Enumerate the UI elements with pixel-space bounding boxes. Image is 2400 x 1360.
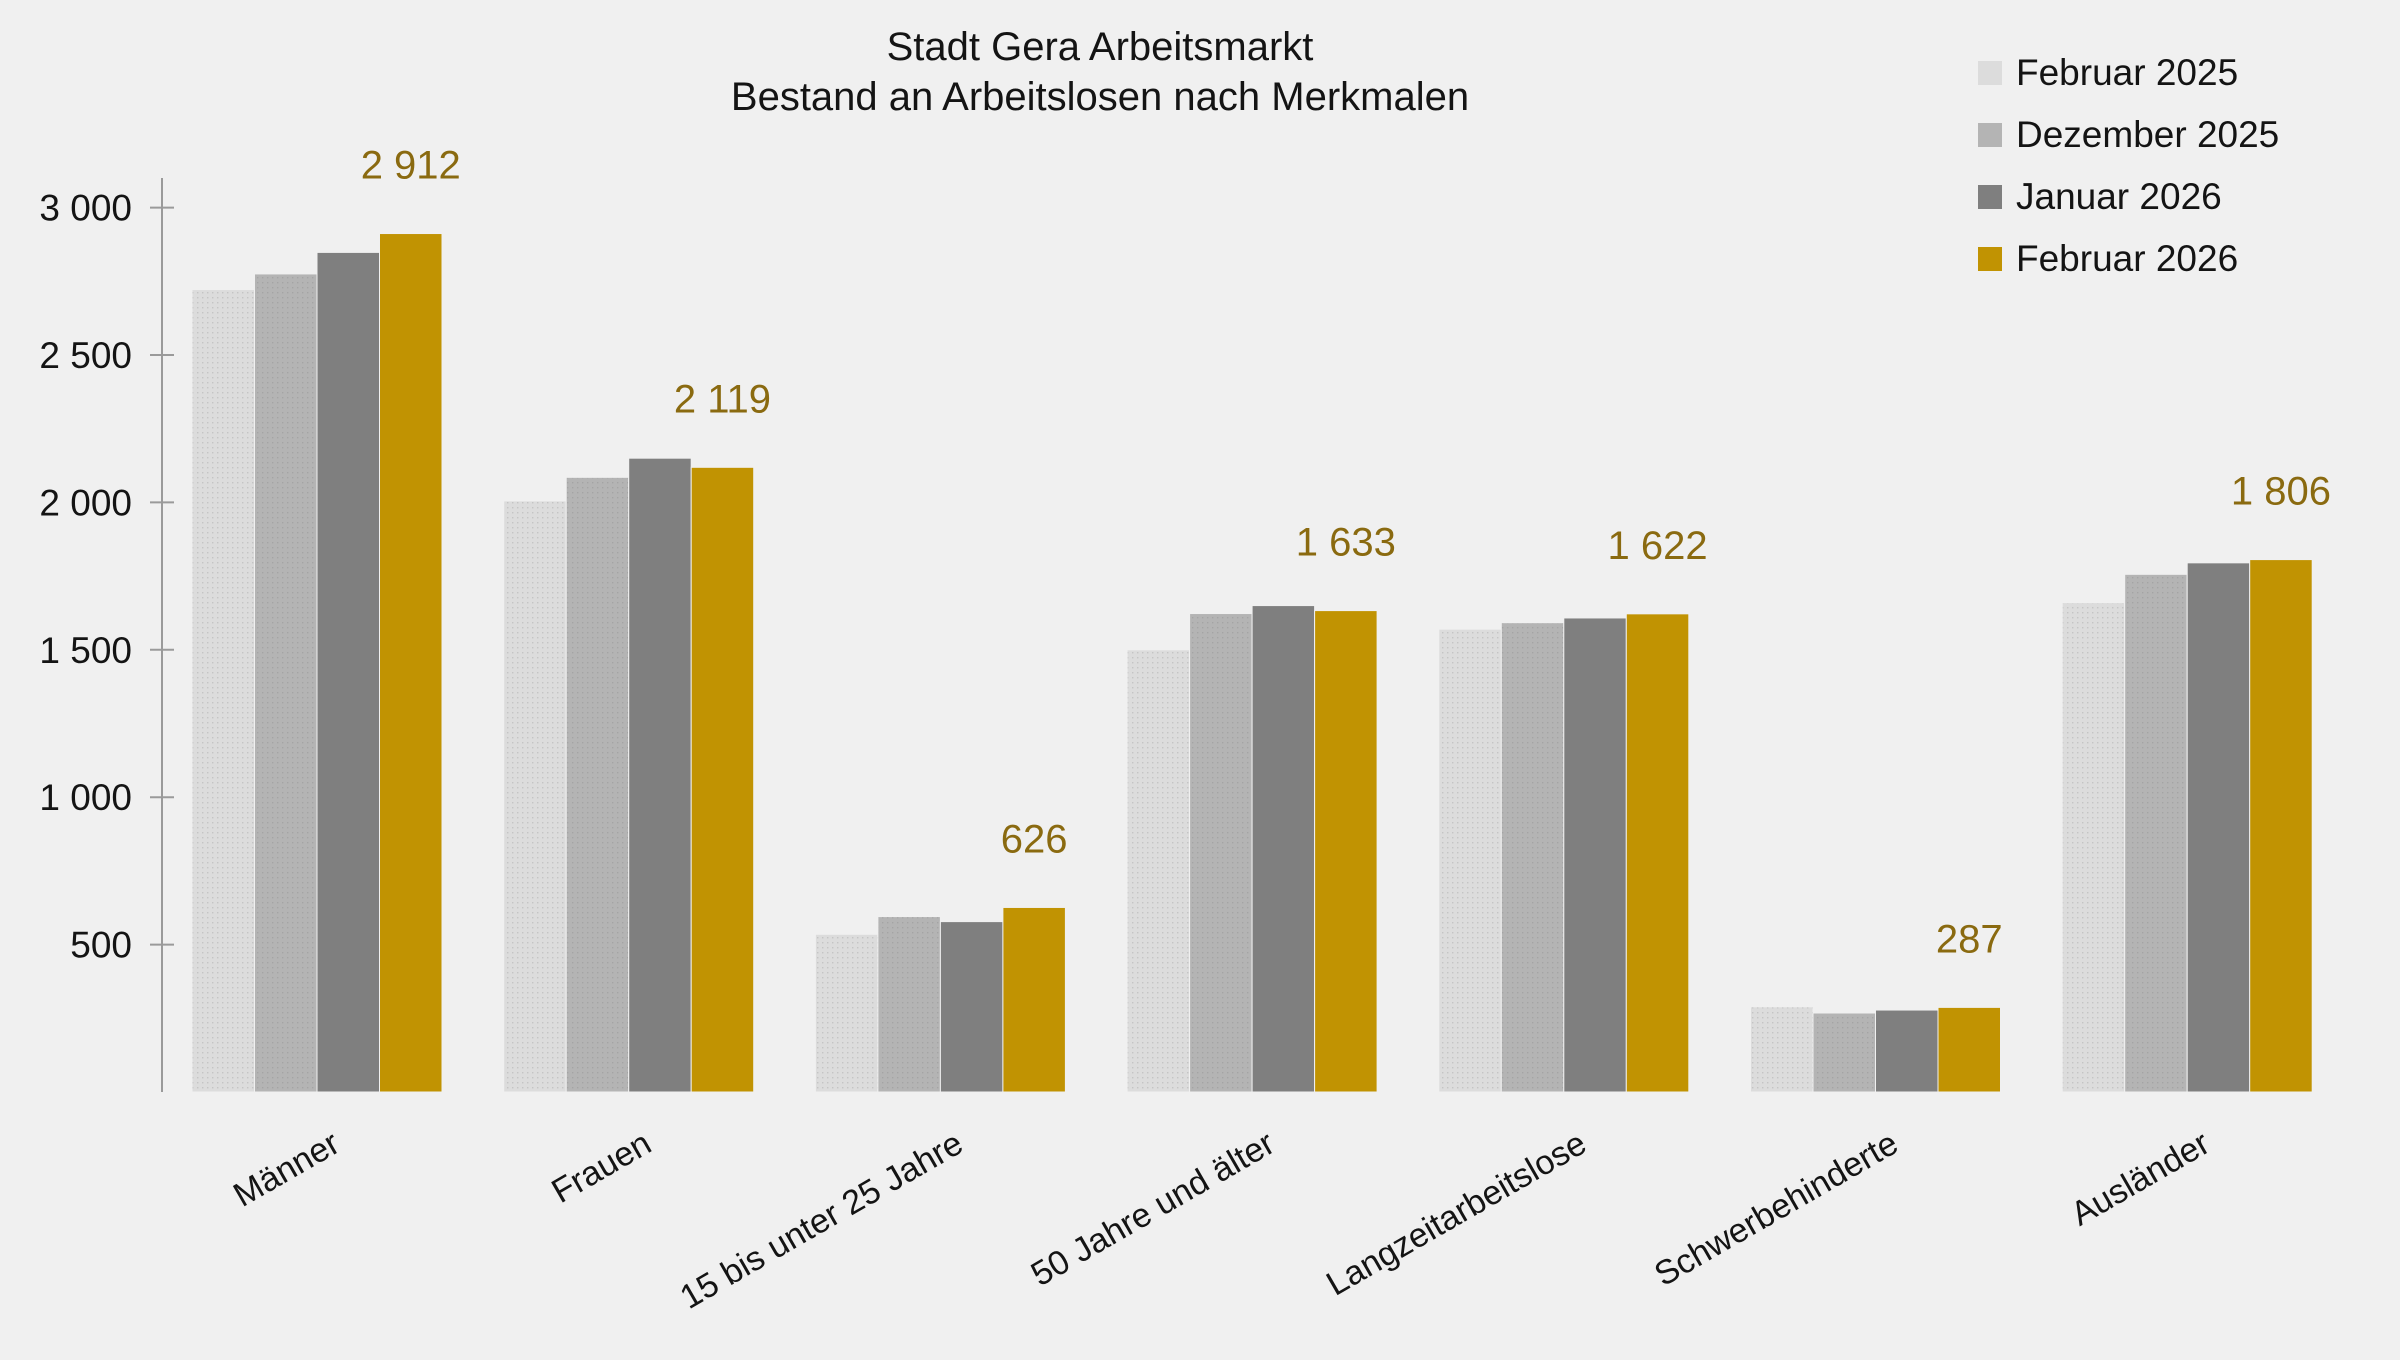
x-category-label: 50 Jahre und älter [1025, 1124, 1281, 1294]
x-category-label: Männer [227, 1124, 346, 1215]
value-label: 1 622 [1607, 524, 1707, 568]
bar-15 bis unter 25 Jahre-Februar 2025 [814, 933, 879, 1093]
value-label: 2 912 [361, 144, 461, 188]
legend-item-2: Januar 2026 [1978, 176, 2279, 218]
legend-label: Februar 2026 [2016, 238, 2239, 279]
x-category-label: 15 bis unter 25 Jahre [674, 1124, 970, 1317]
bar-Langzeitarbeitslose-Februar 2026 [1625, 613, 1690, 1093]
x-category-label: Frauen [545, 1124, 657, 1211]
bar-Ausländer-Februar 2026 [2249, 559, 2313, 1093]
bar-Ausländer-Februar 2025 [2061, 602, 2126, 1093]
bar-Langzeitarbeitslose-Dezember 2025 [1500, 622, 1565, 1093]
bar-Langzeitarbeitslose-Januar 2026 [1563, 617, 1627, 1093]
bar-Männer-Januar 2026 [316, 251, 380, 1093]
legend-swatch-icon [1978, 247, 2002, 271]
x-category-label: Ausländer [2065, 1124, 2217, 1233]
x-category-label: Langzeitarbeitslose [1320, 1124, 1593, 1303]
value-label: 626 [1001, 817, 1068, 861]
bar-Ausländer-Dezember 2025 [2124, 573, 2188, 1093]
legend-label: Februar 2025 [2016, 52, 2239, 93]
chart-title: Stadt Gera Arbeitsmarkt Bestand an Arbeit… [0, 22, 2200, 122]
x-category-label: Schwerbehinderte [1648, 1124, 1904, 1294]
chart-title-line2: Bestand an Arbeitslosen nach Merkmalen [730, 75, 1470, 119]
bar-15 bis unter 25 Jahre-Februar 2026 [1002, 906, 1066, 1093]
bar-50 Jahre und älter-Februar 2025 [1126, 649, 1191, 1093]
bar-Männer-Dezember 2025 [254, 273, 318, 1093]
bar-50 Jahre und älter-Februar 2026 [1314, 610, 1378, 1093]
bar-Schwerbehinderte-Januar 2026 [1875, 1009, 1939, 1093]
bar-50 Jahre und älter-Dezember 2025 [1189, 613, 1253, 1093]
legend-item-1: Dezember 2025 [1978, 114, 2279, 156]
legend-item-0: Februar 2025 [1978, 52, 2279, 94]
y-tick-label: 1 000 [39, 777, 132, 818]
y-tick-label: 2 000 [39, 482, 132, 523]
bar-Frauen-Februar 2025 [503, 500, 567, 1093]
bar-Langzeitarbeitslose-Februar 2025 [1438, 628, 1502, 1093]
bar-Männer-Februar 2025 [191, 289, 255, 1093]
legend-swatch-icon [1978, 185, 2002, 209]
value-label: 1 633 [1296, 521, 1396, 565]
bar-15 bis unter 25 Jahre-Dezember 2025 [877, 916, 941, 1093]
legend: Februar 2025 Dezember 2025 Januar 2026 Febr… [1978, 52, 2279, 280]
bar-50 Jahre und älter-Januar 2026 [1251, 605, 1316, 1093]
bar-Männer-Februar 2026 [379, 233, 443, 1093]
legend-label: Dezember 2025 [2016, 114, 2280, 155]
y-tick-label: 1 500 [39, 630, 132, 671]
bar-15 bis unter 25 Jahre-Januar 2026 [939, 921, 1004, 1093]
chart-title-line1: Stadt Gera Arbeitsmarkt [886, 25, 1314, 69]
bar-Frauen-Dezember 2025 [565, 476, 630, 1093]
legend-label: Januar 2026 [2016, 176, 2222, 217]
legend-swatch-icon [1978, 123, 2002, 147]
bar-Ausländer-Januar 2026 [2186, 562, 2251, 1093]
legend-item-3: Februar 2026 [1978, 238, 2279, 280]
bar-Schwerbehinderte-Februar 2026 [1937, 1006, 2001, 1093]
value-label: 1 806 [2231, 470, 2331, 514]
y-tick-label: 2 500 [39, 335, 132, 376]
y-tick-label: 3 000 [39, 188, 132, 229]
legend-swatch-icon [1978, 61, 2002, 85]
bar-Frauen-Februar 2026 [690, 466, 755, 1093]
bar-Schwerbehinderte-Februar 2025 [1750, 1006, 1814, 1093]
value-label: 2 119 [674, 377, 771, 421]
value-label: 287 [1936, 917, 2003, 961]
bar-Schwerbehinderte-Dezember 2025 [1812, 1012, 1876, 1093]
y-tick-label: 500 [70, 925, 132, 966]
bar-Frauen-Januar 2026 [628, 457, 692, 1093]
